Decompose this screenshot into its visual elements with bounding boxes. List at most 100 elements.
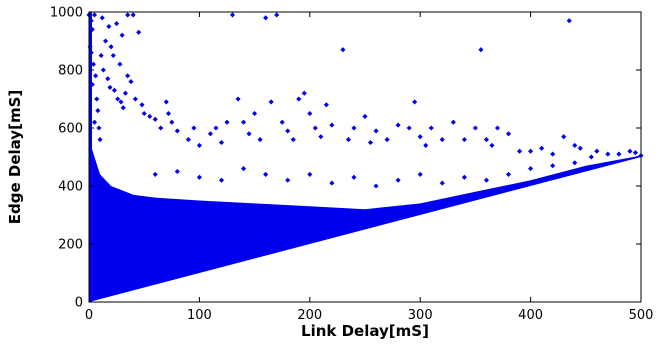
data-point: [115, 96, 121, 102]
data-point: [367, 139, 374, 146]
data-point: [406, 125, 412, 131]
data-point: [483, 177, 489, 183]
data-point: [218, 177, 225, 183]
data-point: [285, 128, 291, 134]
data-point: [98, 52, 104, 59]
y-tick-label: 0: [75, 296, 83, 311]
data-point: [125, 12, 131, 18]
data-point: [577, 145, 583, 151]
data-point: [100, 67, 106, 73]
data-point: [105, 76, 111, 82]
data-point: [106, 23, 112, 30]
data-point: [185, 137, 191, 143]
x-tick-label: 300: [408, 308, 433, 323]
data-point: [616, 151, 622, 157]
x-tick-label: 500: [629, 308, 654, 323]
data-point: [423, 142, 429, 148]
data-point: [362, 113, 368, 119]
data-point: [384, 137, 390, 143]
data-point: [158, 125, 164, 131]
data-point: [373, 183, 379, 189]
plot-area: [86, 12, 644, 302]
data-point: [141, 110, 147, 117]
data-point: [528, 166, 534, 172]
data-point: [229, 12, 236, 18]
x-tick-label: 100: [187, 308, 212, 323]
data-point: [128, 79, 134, 85]
data-point: [561, 134, 567, 140]
dense-point-column: [89, 12, 92, 302]
data-point: [296, 96, 302, 102]
data-point: [417, 134, 423, 140]
data-point: [91, 12, 98, 18]
data-point: [108, 44, 114, 50]
data-point: [274, 12, 280, 18]
y-tick-label: 400: [58, 180, 83, 195]
x-tick-label: 400: [518, 308, 543, 323]
data-point: [605, 151, 611, 157]
data-point: [122, 90, 128, 96]
data-point: [88, 50, 94, 56]
data-point: [132, 96, 138, 102]
data-point: [117, 61, 123, 67]
data-point: [478, 47, 484, 53]
data-point: [572, 142, 578, 148]
y-tick-label: 800: [58, 64, 83, 79]
data-point: [439, 180, 445, 186]
data-point: [528, 148, 534, 154]
data-point: [494, 125, 501, 131]
data-point: [290, 137, 296, 143]
data-point: [566, 18, 572, 24]
data-point: [147, 113, 153, 119]
data-point: [111, 87, 117, 93]
data-point: [174, 128, 180, 134]
data-point: [125, 73, 131, 79]
data-point: [139, 102, 145, 108]
data-point: [307, 171, 313, 177]
data-point: [627, 148, 633, 154]
data-point: [318, 134, 324, 140]
data-point: [323, 102, 329, 108]
data-point: [505, 131, 512, 137]
data-point: [95, 108, 101, 114]
data-point: [196, 174, 202, 180]
data-point: [572, 160, 578, 166]
data-point: [550, 151, 556, 157]
data-point: [285, 177, 291, 183]
data-point: [539, 145, 545, 151]
data-point: [196, 142, 202, 148]
data-point: [517, 148, 523, 154]
data-point: [632, 150, 639, 156]
axes: 0 100 200 300 400 500 0 200 400 600 800 1000: [50, 6, 654, 324]
data-point: [345, 137, 351, 143]
data-point: [505, 171, 512, 177]
data-point: [152, 171, 158, 177]
data-point: [351, 174, 357, 180]
data-point: [110, 52, 116, 59]
data-point: [114, 21, 120, 27]
data-point: [395, 177, 401, 183]
y-axis-label: Edge Delay[mS]: [6, 90, 24, 224]
data-point: [99, 15, 105, 21]
data-point: [412, 99, 418, 105]
data-point: [252, 110, 258, 117]
data-point: [301, 90, 307, 96]
data-point: [307, 110, 313, 117]
data-point: [329, 122, 335, 128]
y-tick-label: 200: [58, 238, 83, 253]
data-point: [588, 154, 594, 160]
y-tick-label: 600: [58, 122, 83, 137]
data-point: [241, 166, 247, 172]
x-tick-label: 0: [85, 308, 93, 323]
data-point: [107, 84, 113, 90]
data-point: [461, 137, 467, 143]
data-point: [461, 174, 467, 180]
data-point: [268, 99, 274, 105]
data-point: [224, 119, 230, 125]
data-point: [263, 171, 269, 177]
data-point: [417, 171, 423, 177]
data-point: [93, 73, 99, 79]
data-point: [472, 125, 478, 131]
data-point: [91, 119, 98, 125]
